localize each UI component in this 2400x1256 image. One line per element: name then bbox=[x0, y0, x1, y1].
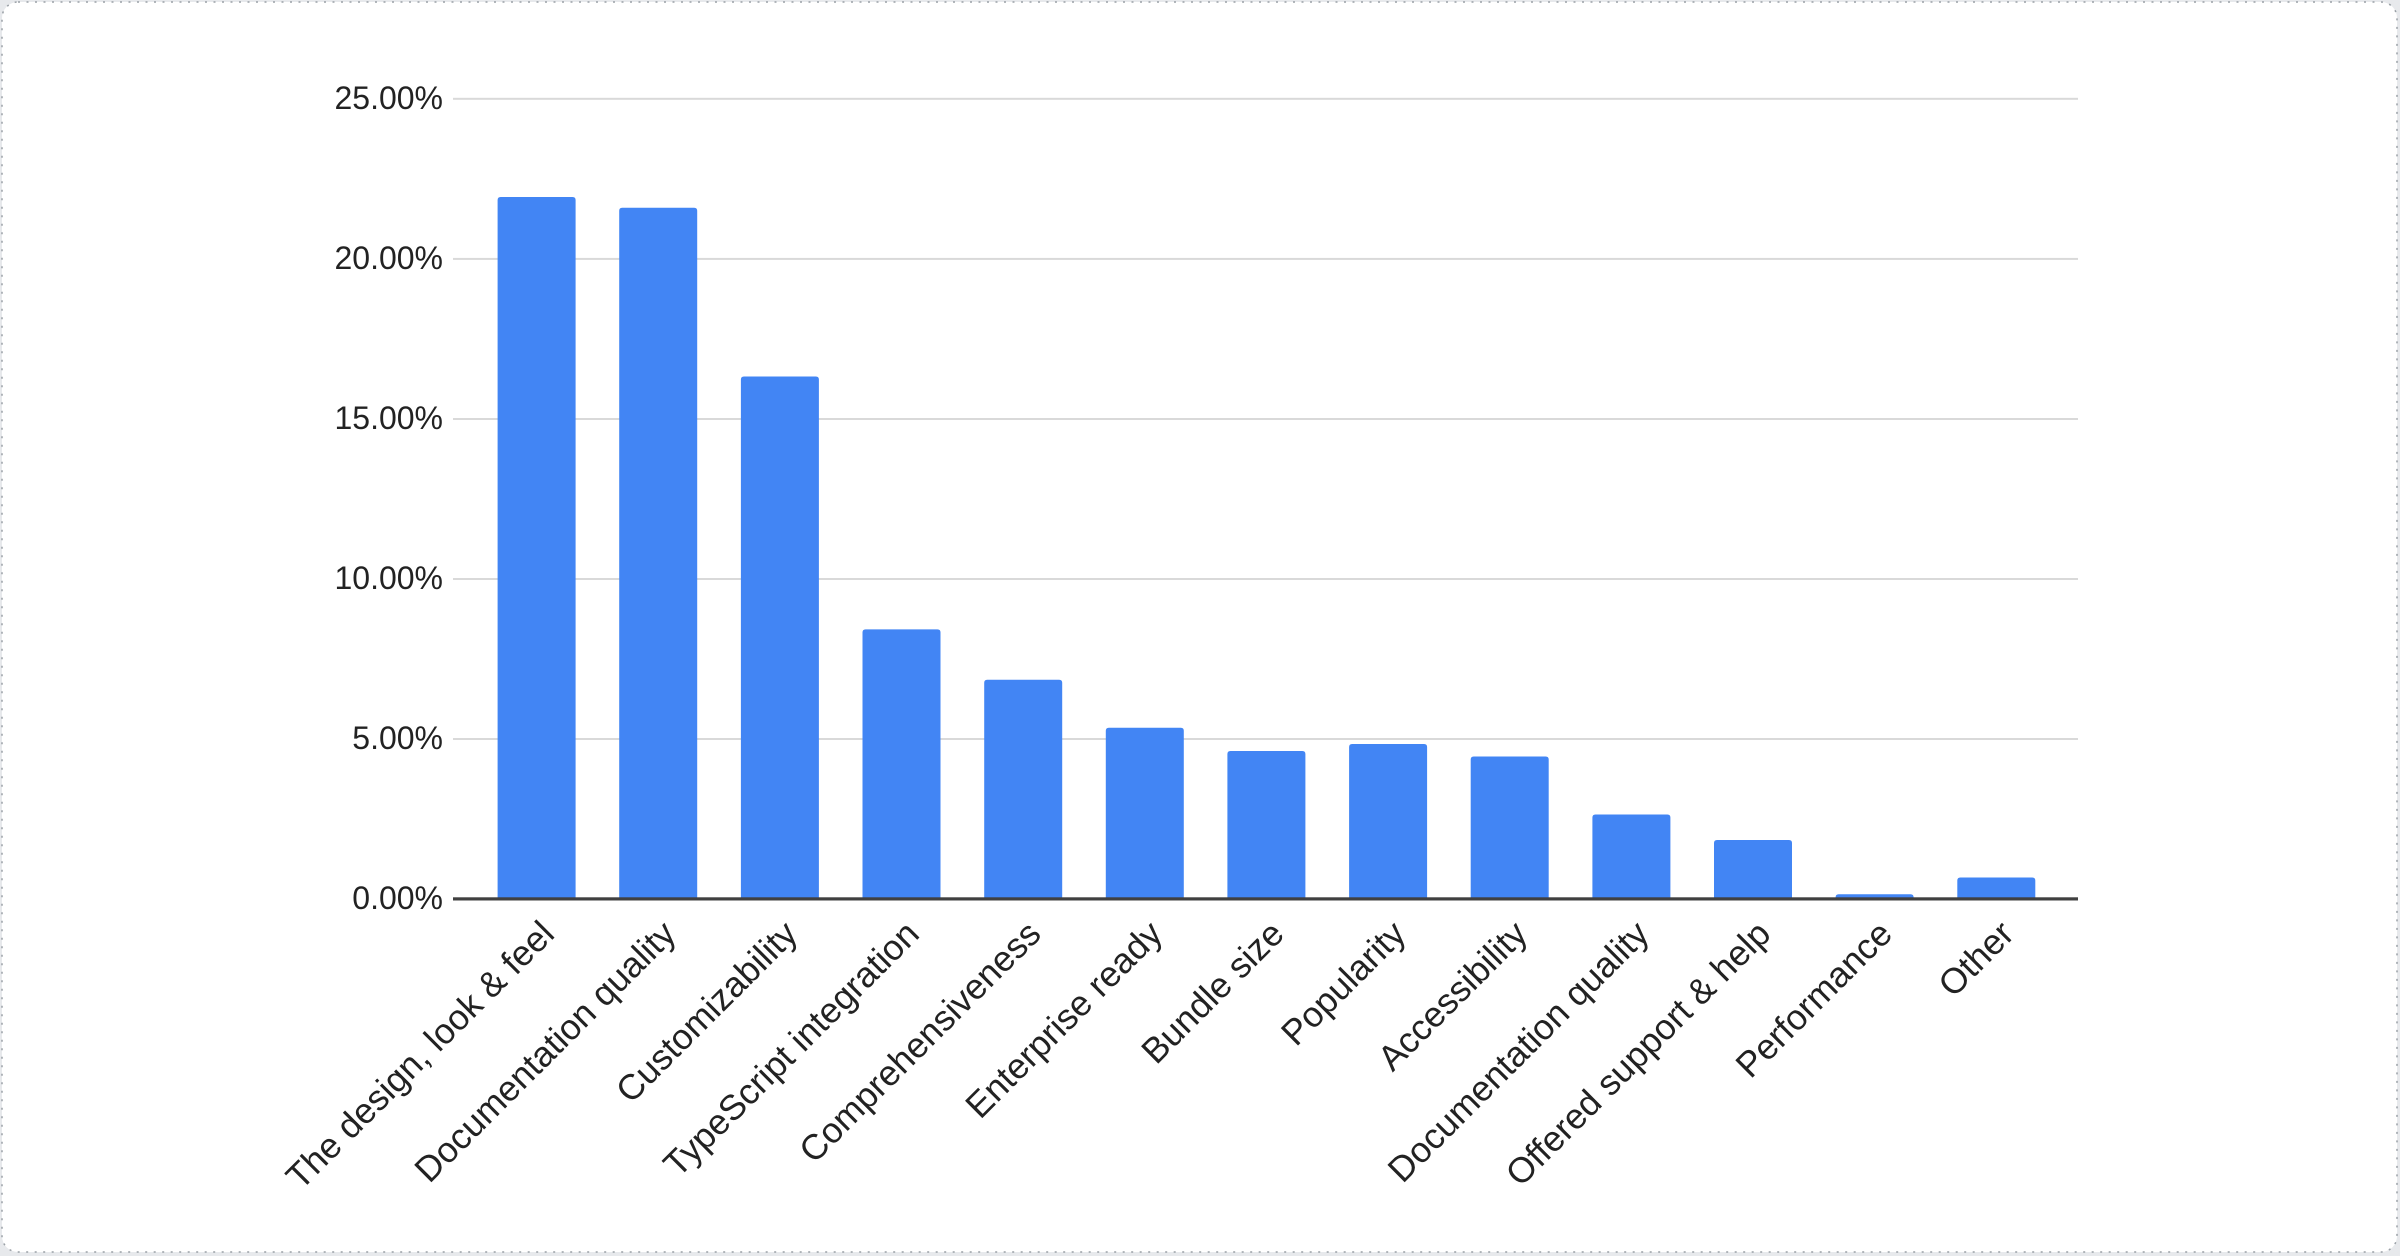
svg-text:15.00%: 15.00% bbox=[334, 400, 443, 436]
svg-text:5.00%: 5.00% bbox=[352, 720, 443, 756]
svg-text:10.00%: 10.00% bbox=[334, 560, 443, 596]
svg-text:20.00%: 20.00% bbox=[334, 240, 443, 276]
svg-text:0.00%: 0.00% bbox=[352, 880, 443, 916]
svg-text:25.00%: 25.00% bbox=[334, 80, 443, 116]
